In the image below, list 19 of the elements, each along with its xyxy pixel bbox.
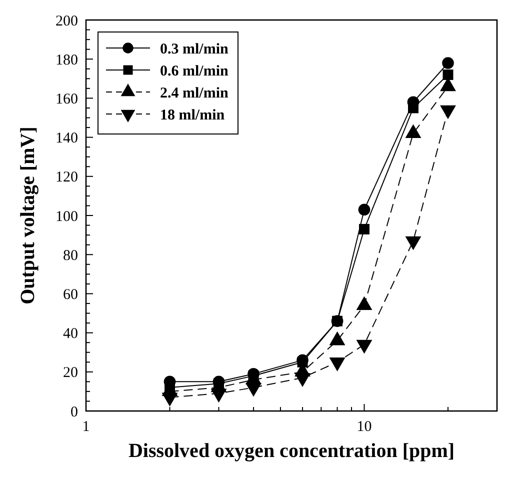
x-tick-label: 1	[82, 419, 90, 435]
x-tick-label: 10	[356, 419, 372, 435]
y-tick-label: 80	[63, 248, 78, 264]
y-tick-label: 120	[56, 170, 78, 186]
y-tick-label: 0	[70, 404, 78, 420]
y-axis-title: Output voltage [mV]	[17, 126, 39, 304]
x-axis-title: Dissolved oxygen concentration [ppm]	[128, 440, 455, 462]
y-tick-label: 40	[63, 326, 78, 342]
y-tick-label: 140	[56, 130, 78, 147]
y-tick-label: 20	[63, 365, 78, 382]
legend-label: 0.6 ml/min	[160, 63, 229, 80]
legend-label: 0.3 ml/min	[160, 41, 229, 58]
legend-label: 18 ml/min	[160, 107, 226, 124]
y-tick-label: 200	[56, 13, 78, 30]
y-tick-label: 180	[56, 52, 78, 68]
legend-label: 2.4 ml/min	[160, 85, 229, 102]
y-tick-label: 100	[56, 208, 78, 225]
y-tick-label: 160	[56, 91, 78, 108]
y-tick-label: 60	[63, 286, 78, 303]
